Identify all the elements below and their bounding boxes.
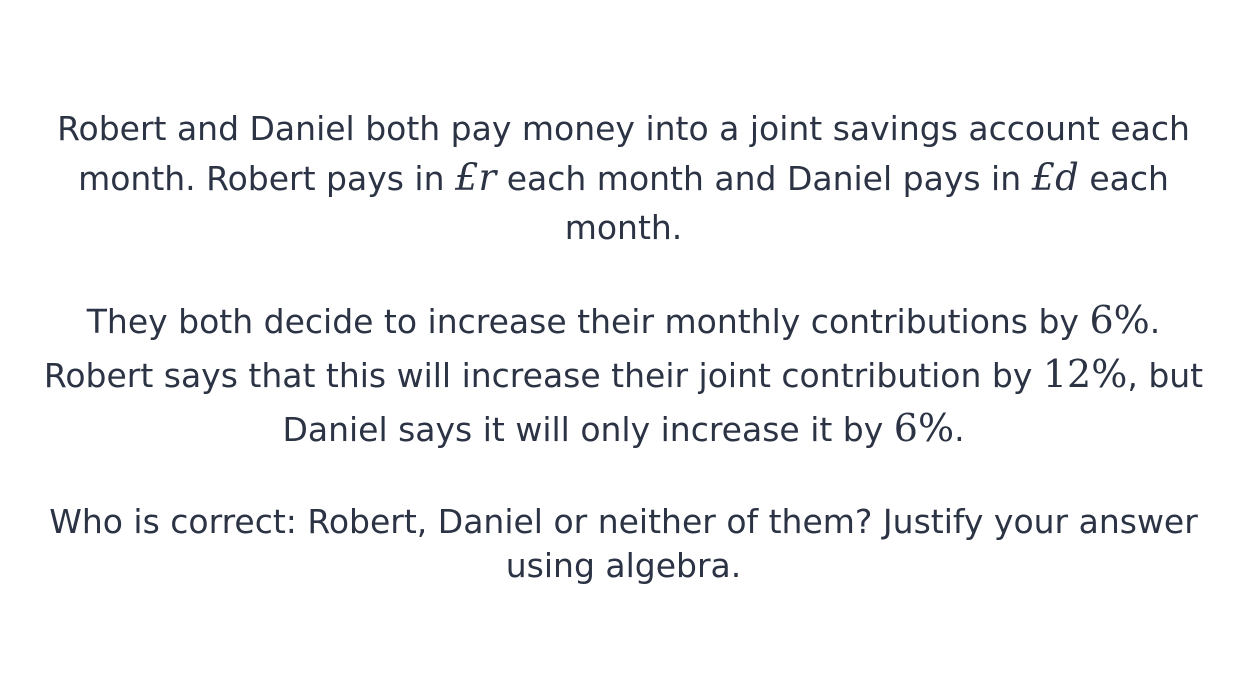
paragraph-2-text-d: . (954, 410, 965, 449)
paragraph-increase: They both decide to increase their month… (40, 294, 1207, 456)
robert-claim-math: 12% (1042, 352, 1128, 396)
paragraph-2-text-a: They both decide to increase their month… (86, 302, 1090, 341)
question-text: Robert and Daniel both pay money into a … (40, 104, 1207, 588)
paragraph-question: Who is correct: Robert, Daniel or neithe… (49, 502, 1198, 585)
paragraph-2-text-b: . Robert says that this will increase th… (43, 302, 1161, 395)
paragraph-1-text-b: each month and Daniel pays in (496, 159, 1032, 198)
increase-percent-math: 6% (1089, 298, 1150, 342)
daniel-amount-math: £d (1031, 156, 1079, 199)
daniel-claim-math: 6% (893, 406, 955, 450)
robert-amount-math: £r (455, 156, 497, 199)
paragraph-2-text-c: , but Daniel says it will only increase … (282, 356, 1204, 449)
paragraph-1-text-c: each month. (564, 159, 1169, 247)
paragraph-contributions: Robert and Daniel both pay money into a … (40, 104, 1207, 252)
paragraph-1-text-a: Robert and Daniel both pay money into a … (57, 109, 1190, 198)
